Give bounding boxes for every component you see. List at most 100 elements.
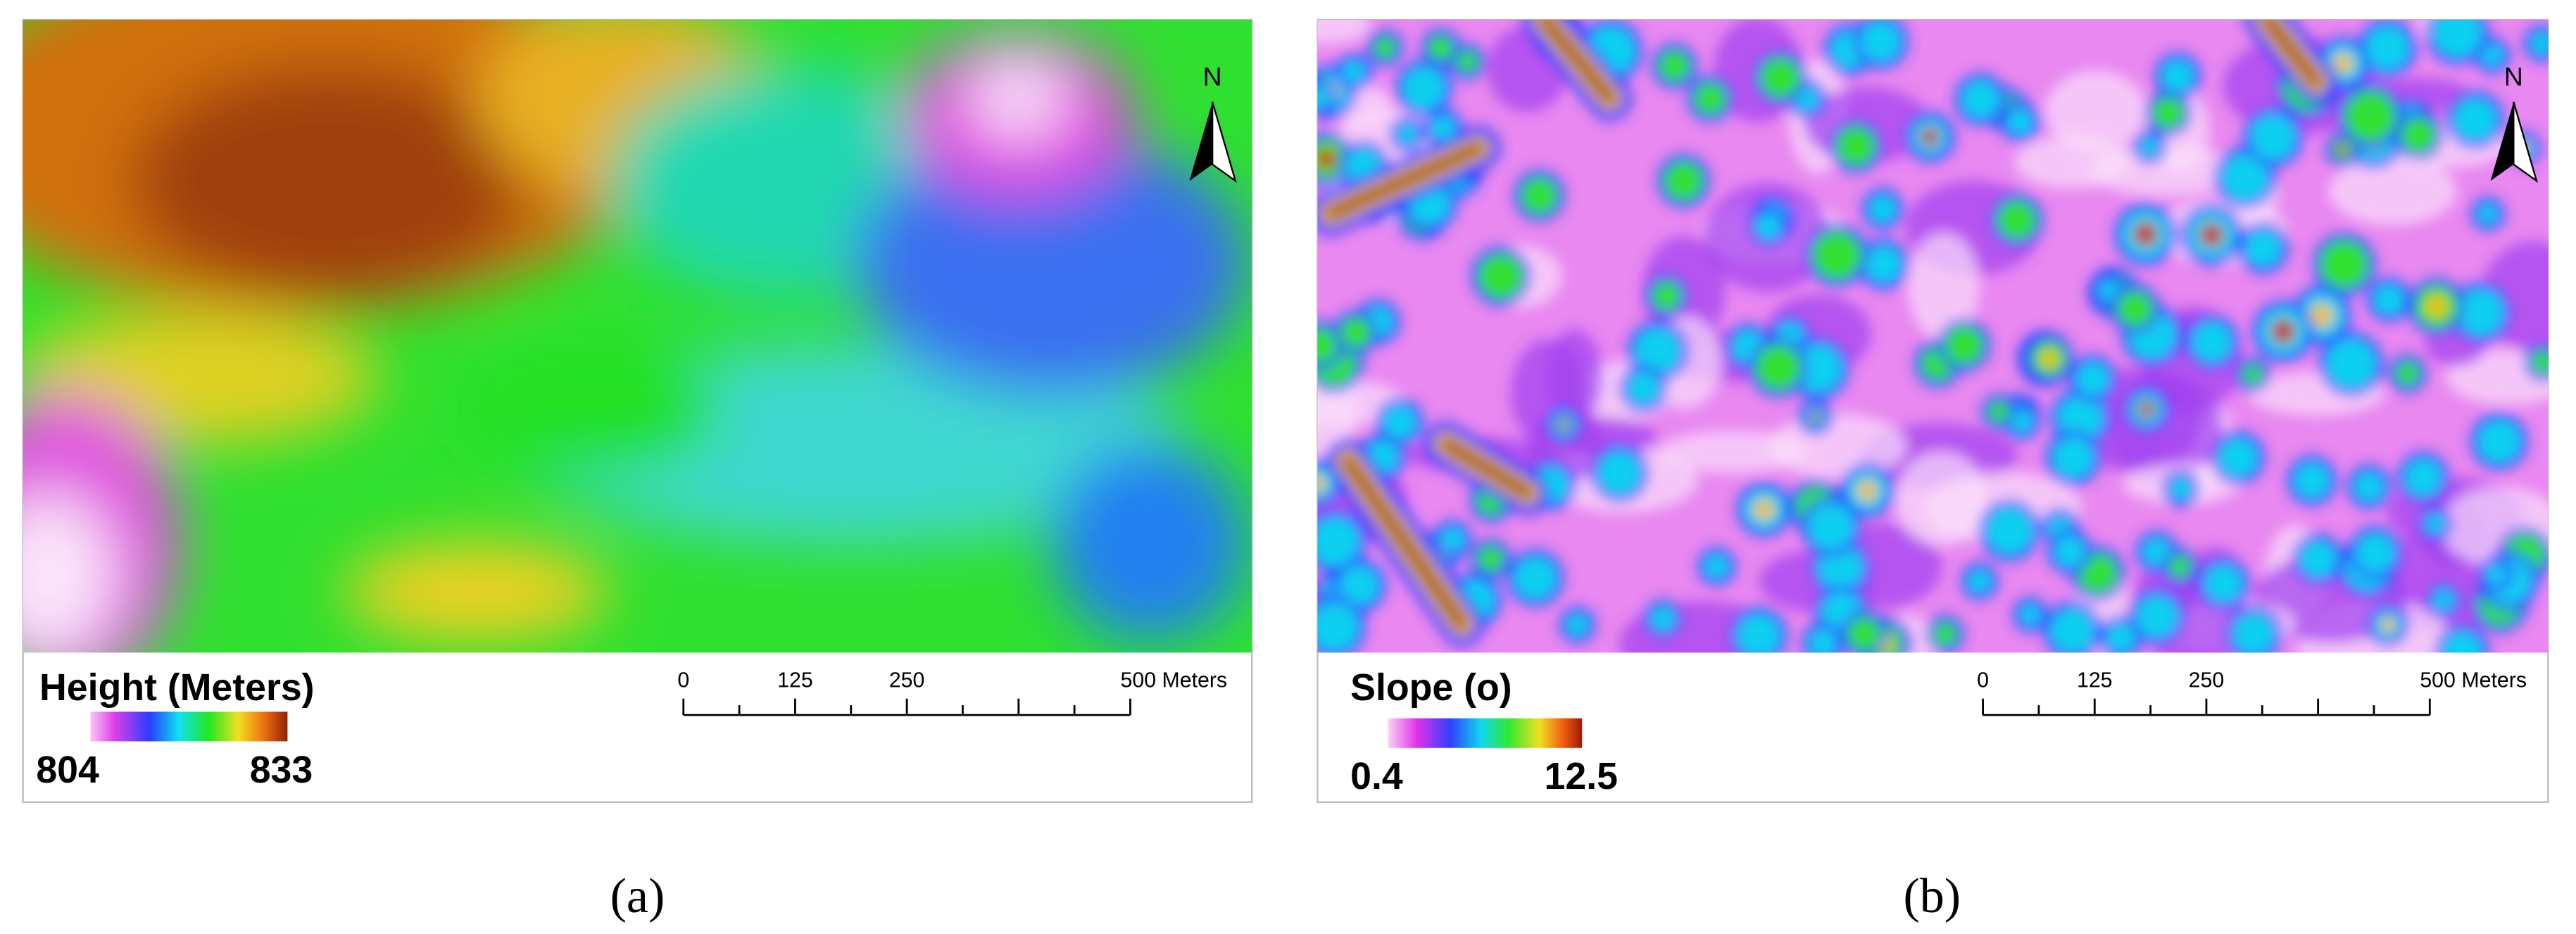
texture bbox=[1374, 36, 1397, 60]
texture bbox=[1997, 200, 2037, 240]
texture bbox=[2457, 289, 2505, 336]
texture bbox=[1808, 629, 1837, 653]
scale-label: 125 bbox=[777, 668, 813, 692]
texture bbox=[2355, 533, 2396, 573]
texture bbox=[2135, 594, 2179, 638]
texture bbox=[2337, 144, 2349, 156]
slope-map bbox=[1317, 20, 2549, 653]
texture bbox=[1658, 50, 1690, 82]
texture bbox=[2400, 117, 2437, 154]
texture bbox=[2344, 90, 2396, 142]
scale-label: 125 bbox=[2077, 668, 2113, 692]
texture bbox=[1383, 404, 1417, 440]
texture bbox=[2106, 623, 2136, 653]
texture bbox=[2006, 108, 2034, 136]
scale-label: 250 bbox=[889, 668, 925, 692]
texture bbox=[2054, 535, 2085, 568]
texture bbox=[2432, 20, 2482, 58]
texture bbox=[2380, 618, 2395, 633]
texture bbox=[1933, 621, 1958, 647]
texture bbox=[2373, 284, 2405, 316]
texture bbox=[2531, 350, 2549, 375]
texture bbox=[1430, 115, 1457, 142]
texture bbox=[1317, 475, 1326, 492]
texture bbox=[1809, 411, 1821, 423]
texture bbox=[2138, 401, 2155, 418]
texture bbox=[1539, 20, 1615, 104]
texture bbox=[1753, 499, 1775, 521]
caption: (b) bbox=[1903, 869, 1961, 923]
texture bbox=[2481, 44, 2504, 67]
texture bbox=[1663, 161, 1704, 201]
texture bbox=[2098, 280, 2119, 301]
texture bbox=[1895, 452, 1987, 547]
legend-max: 833 bbox=[250, 749, 313, 791]
texture bbox=[1987, 401, 2010, 423]
texture bbox=[1812, 230, 1862, 280]
texture bbox=[1985, 506, 2034, 555]
texture bbox=[1340, 316, 1371, 349]
texture bbox=[1477, 545, 1504, 573]
texture bbox=[1339, 565, 1380, 606]
texture bbox=[1317, 20, 1371, 44]
texture bbox=[1868, 194, 1897, 223]
texture bbox=[1961, 80, 2000, 119]
texture bbox=[2169, 477, 2192, 500]
north-label: N bbox=[2504, 61, 2523, 91]
texture bbox=[2325, 338, 2377, 390]
texture bbox=[2244, 229, 2282, 267]
texture bbox=[2319, 239, 2369, 289]
texture bbox=[2453, 97, 2498, 142]
texture bbox=[1755, 344, 1802, 391]
texture bbox=[2013, 135, 2130, 189]
scale-label: 0 bbox=[677, 668, 689, 692]
texture bbox=[2446, 350, 2549, 405]
texture bbox=[1513, 556, 1557, 600]
texture bbox=[2044, 70, 2147, 152]
texture bbox=[1440, 527, 1465, 552]
texture bbox=[2140, 137, 2160, 157]
texture bbox=[2242, 363, 2263, 385]
texture bbox=[1807, 503, 1855, 551]
texture bbox=[2477, 419, 2521, 463]
texture bbox=[1626, 371, 1661, 406]
north-label: N bbox=[1203, 61, 1222, 91]
texture bbox=[2218, 437, 2258, 478]
texture bbox=[1835, 126, 1876, 166]
texture bbox=[1440, 439, 1533, 499]
texture bbox=[1944, 325, 1984, 365]
texture bbox=[1520, 176, 1559, 215]
texture bbox=[2365, 25, 2411, 70]
texture bbox=[2433, 589, 2455, 611]
texture bbox=[1736, 614, 1781, 653]
texture bbox=[1658, 430, 1809, 473]
scale-label: 250 bbox=[2189, 668, 2225, 692]
texture bbox=[2530, 32, 2549, 56]
texture bbox=[2299, 540, 2337, 578]
texture bbox=[2328, 156, 2457, 225]
texture bbox=[1317, 602, 1359, 652]
texture bbox=[1908, 232, 1980, 341]
legend-title: Height (Meters) bbox=[39, 666, 315, 709]
texture bbox=[1597, 450, 1642, 495]
texture bbox=[2075, 361, 2111, 397]
texture bbox=[1847, 617, 1881, 652]
texture bbox=[2133, 221, 2158, 247]
scale-bar: 0 125 250 500 Meters bbox=[677, 668, 1227, 716]
texture bbox=[2057, 394, 2104, 442]
texture bbox=[2262, 20, 2322, 87]
texture bbox=[1343, 60, 1366, 83]
texture bbox=[2168, 555, 2192, 578]
texture bbox=[1566, 614, 1590, 637]
texture bbox=[1793, 344, 1842, 393]
texture bbox=[1864, 245, 1902, 283]
texture bbox=[2425, 513, 2446, 535]
texture bbox=[1921, 127, 1940, 147]
texture bbox=[1704, 554, 1730, 580]
color-bar bbox=[1388, 718, 1583, 748]
texture bbox=[2354, 471, 2385, 502]
texture bbox=[2191, 321, 2232, 363]
texture bbox=[2404, 459, 2442, 497]
texture bbox=[2232, 612, 2275, 653]
